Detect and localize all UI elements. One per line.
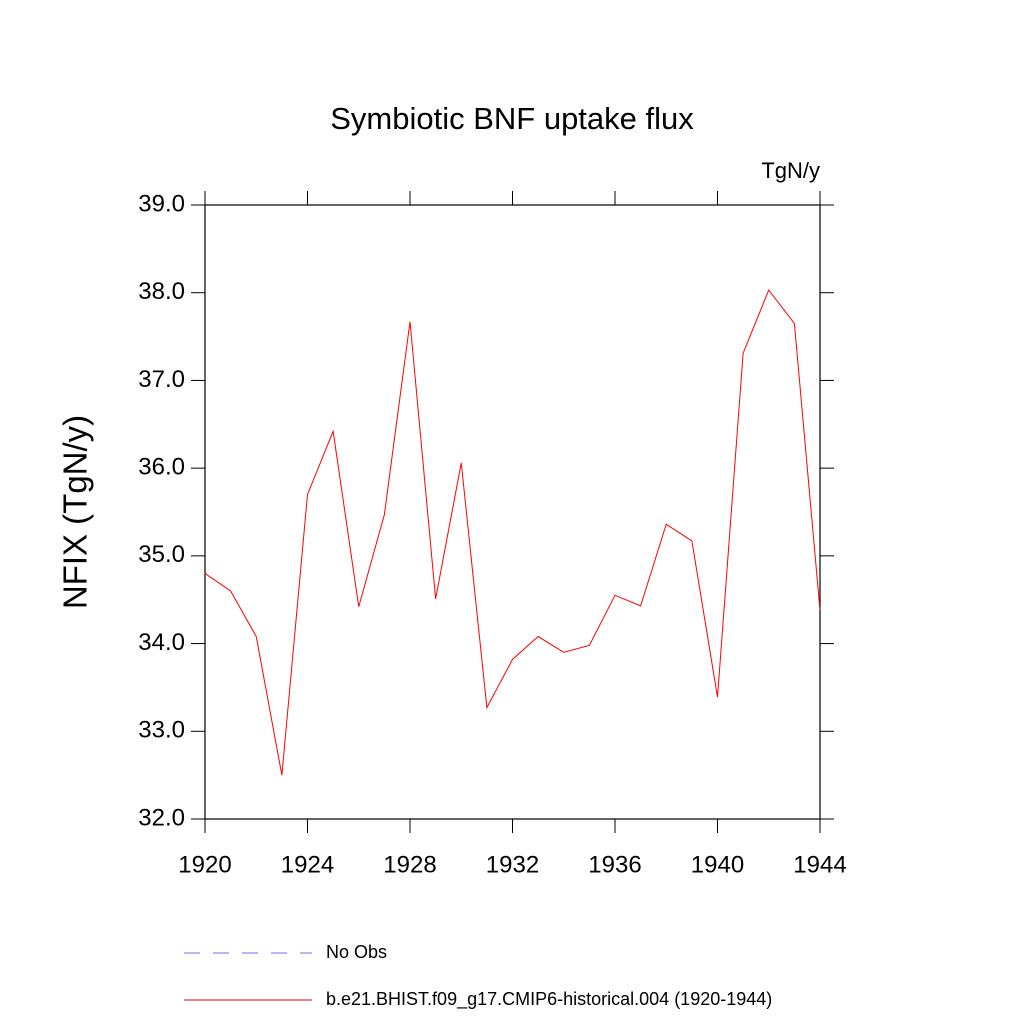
x-tick-label: 1936 bbox=[588, 851, 641, 878]
legend-label: b.e21.BHIST.f09_g17.CMIP6-historical.004… bbox=[326, 989, 772, 1010]
y-tick-label: 35.0 bbox=[138, 541, 185, 568]
y-tick-label: 34.0 bbox=[138, 629, 185, 656]
x-tick-label: 1928 bbox=[383, 851, 436, 878]
x-tick-label: 1920 bbox=[178, 851, 231, 878]
y-tick-label: 37.0 bbox=[138, 366, 185, 393]
data-line bbox=[204, 289, 821, 776]
y-tick-label: 39.0 bbox=[138, 190, 185, 217]
x-tick-label: 1944 bbox=[793, 851, 846, 878]
units-label: TgN/y bbox=[761, 158, 820, 183]
y-tick-label: 33.0 bbox=[138, 717, 185, 744]
x-tick-label: 1932 bbox=[486, 851, 539, 878]
y-tick-label: 38.0 bbox=[138, 278, 185, 305]
y-axis-label: NFIX (TgN/y) bbox=[57, 415, 94, 609]
plot-frame bbox=[204, 204, 821, 820]
y-tick-label: 36.0 bbox=[138, 453, 185, 480]
x-tick-label: 1924 bbox=[281, 851, 334, 878]
x-tick-label: 1940 bbox=[691, 851, 744, 878]
y-tick-label: 32.0 bbox=[138, 804, 185, 831]
chart-title: Symbiotic BNF uptake flux bbox=[330, 101, 694, 136]
legend-label: No Obs bbox=[326, 942, 387, 962]
